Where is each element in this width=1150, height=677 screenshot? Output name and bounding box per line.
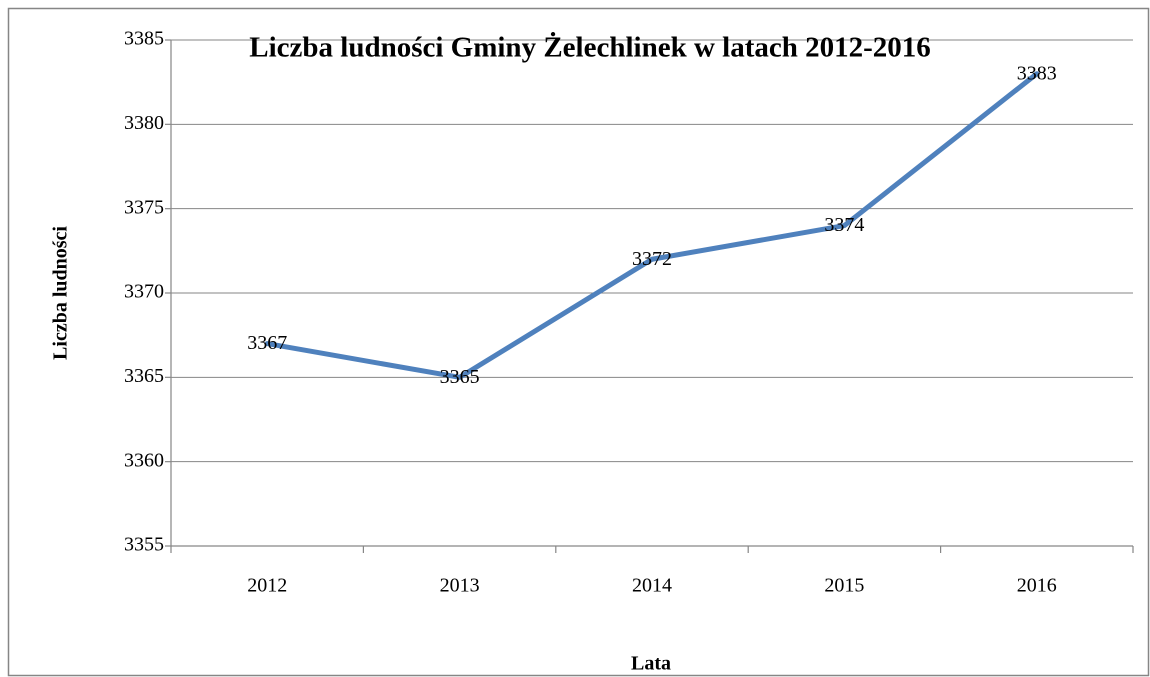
chart-frame	[7, 7, 1150, 677]
x-axis-title: Lata	[631, 653, 671, 675]
y-tick-label: 3365	[124, 365, 164, 387]
y-tick-label: 3370	[124, 281, 164, 303]
data-label: 3383	[1017, 62, 1057, 84]
x-tick-label: 2015	[824, 575, 864, 597]
y-tick-label: 3380	[124, 112, 164, 134]
x-tick-label: 2012	[247, 575, 287, 597]
x-tick-label: 2013	[440, 575, 480, 597]
data-label: 3374	[824, 214, 864, 236]
y-axis-title: Liczba ludności	[50, 226, 72, 360]
y-tick-label: 3375	[124, 196, 164, 218]
x-tick-label: 2016	[1017, 575, 1057, 597]
chart-title: Liczba ludności Gminy Żelechlinek w lata…	[249, 31, 931, 64]
data-label: 3372	[632, 248, 672, 270]
y-tick-label: 3355	[124, 534, 164, 556]
y-tick-label: 3360	[124, 449, 164, 471]
x-tick-label: 2014	[632, 575, 672, 597]
data-line	[264, 71, 1040, 380]
y-tick-label: 3385	[124, 28, 164, 50]
data-label: 3367	[247, 332, 287, 354]
data-label: 3365	[440, 366, 480, 388]
